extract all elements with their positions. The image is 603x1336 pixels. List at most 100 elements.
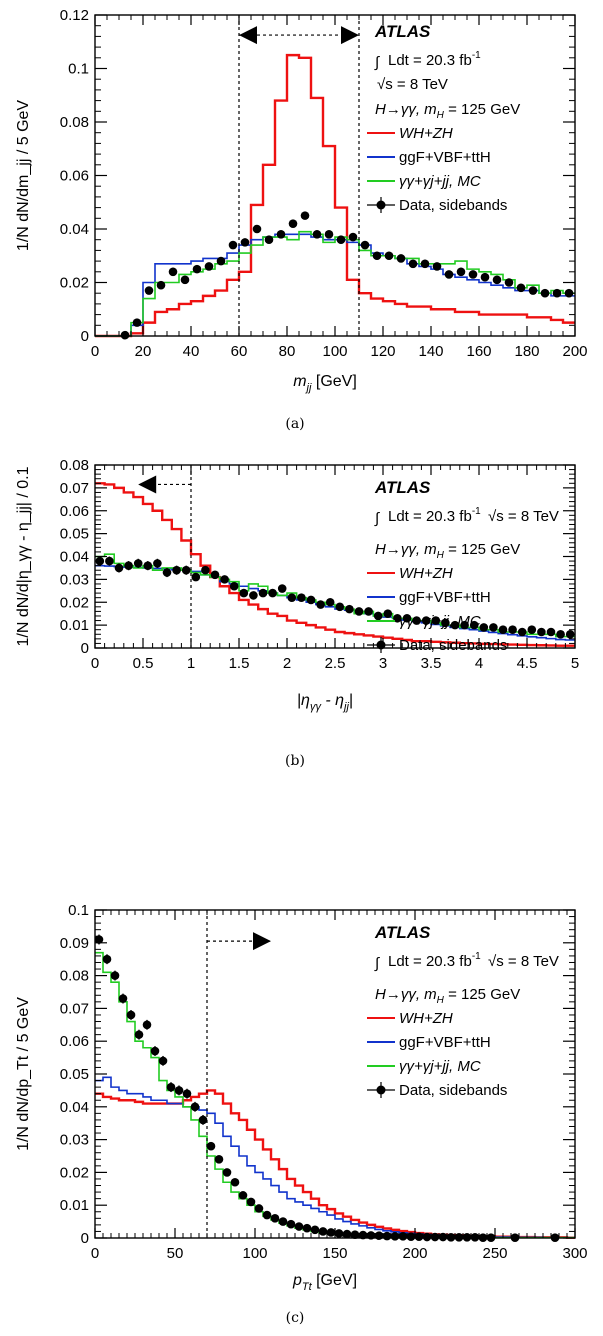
- data-point: [516, 283, 526, 293]
- integral-sign: ∫: [374, 510, 381, 527]
- x-axis-label: |ηγγ - ηjj|: [297, 692, 353, 713]
- data-point: [430, 1232, 440, 1242]
- data-point: [345, 604, 354, 614]
- data-point: [162, 568, 172, 577]
- data-point: [297, 593, 306, 602]
- legend-entry: ggF+VBF+ttH: [399, 149, 491, 166]
- energy-label: √s = 8 TeV: [377, 76, 448, 93]
- data-point: [336, 235, 346, 244]
- x-axis-label-main: m: [293, 373, 306, 390]
- data-point: [406, 1232, 416, 1241]
- data-point: [432, 262, 442, 271]
- y-axis-label: 1/N dN/d|η_γγ - η_jj| / 0.1: [15, 466, 32, 646]
- lumi-label: Ldt = 20.3 fb-1: [388, 951, 481, 970]
- data-point: [144, 286, 154, 295]
- panel-caption: (b): [285, 753, 305, 769]
- y-tick-label: 0.02: [60, 1164, 89, 1181]
- legend-entry: Data, sidebands: [399, 1082, 507, 1099]
- data-point: [276, 230, 286, 239]
- data-point: [166, 1082, 176, 1092]
- hist-wh-zh: [95, 53, 575, 338]
- data-point: [230, 1177, 240, 1187]
- lumi-text: Ldt = 20.3 fb: [388, 508, 472, 525]
- process-label: H→γγ, mH = 125 GeV: [375, 541, 520, 561]
- data-point: [288, 219, 298, 228]
- x-tick-label: 1: [187, 655, 195, 672]
- data-point: [118, 994, 128, 1003]
- data-point: [431, 616, 441, 625]
- y-tick-label: 0.06: [60, 1033, 89, 1050]
- x-tick-label: 160: [466, 343, 491, 360]
- data-point: [254, 1204, 264, 1213]
- x-tick-label: 100: [322, 343, 347, 360]
- data-point: [216, 256, 226, 266]
- lumi-label: Ldt = 20.3 fb-1: [388, 506, 481, 525]
- process-text: H→γγ, m: [375, 541, 437, 558]
- legend-entry: WH+ZH: [399, 1010, 453, 1027]
- x-tick-label: 140: [418, 343, 443, 360]
- data-point: [268, 588, 277, 598]
- data-point: [287, 593, 297, 602]
- chart-panel-c: 0 50 100 150 200 250 300 0 0.01 0.02 0.03 0.04 0.05 0…: [15, 902, 588, 1326]
- data-point: [444, 270, 454, 279]
- data-point: [489, 623, 498, 632]
- process-tail: = 125 GeV: [444, 101, 520, 118]
- data-point: [374, 1231, 384, 1241]
- lumi-label: Ldt = 20.3 fb-1: [388, 50, 481, 69]
- x-tick-label: 60: [231, 343, 248, 360]
- legend-entry: ggF+VBF+ttH: [399, 589, 491, 606]
- x-axis-label-sub: γγ: [310, 701, 323, 713]
- x-tick-label: 4.5: [517, 655, 538, 672]
- process-label: H→γγ, mH = 125 GeV: [375, 986, 520, 1006]
- process-label: H→γγ, mH = 125 GeV: [375, 101, 520, 121]
- y-tick-label: 0.01: [60, 617, 89, 634]
- data-point: [537, 627, 546, 637]
- data-point: [228, 240, 238, 250]
- energy-label: √s = 8 TeV: [488, 508, 559, 525]
- legend-swatch-dot: [376, 1085, 386, 1095]
- data-point: [350, 1230, 360, 1240]
- legend-swatch-dot: [376, 200, 386, 210]
- lumi-text: Ldt = 20.3 fb: [388, 953, 472, 970]
- data-point: [214, 1154, 224, 1164]
- legend-entry: Data, sidebands: [399, 197, 507, 214]
- data-point: [143, 561, 153, 570]
- arrow-head: [239, 26, 257, 45]
- data-point: [210, 570, 220, 580]
- y-tick-label: 0.09: [60, 935, 89, 952]
- x-tick-label: 200: [402, 1245, 427, 1262]
- y-tick-label: 0.08: [60, 114, 89, 131]
- process-sub: H: [437, 550, 445, 561]
- data-point: [249, 591, 258, 600]
- y-tick-label: 0.07: [60, 480, 89, 497]
- data-point: [348, 232, 358, 242]
- energy-text: s = 8 TeV: [496, 508, 559, 525]
- x-tick-label: 120: [370, 343, 395, 360]
- arrow-head: [253, 932, 271, 951]
- data-point: [508, 625, 517, 634]
- data-point: [408, 259, 418, 269]
- hist--j-jj-mc: [95, 230, 575, 337]
- lumi-text: Ldt = 20.3 fb: [388, 52, 472, 69]
- data-point: [294, 1222, 304, 1231]
- data-point: [277, 584, 287, 593]
- x-axis-label: pTt [GeV]: [292, 1272, 357, 1293]
- data-point: [258, 588, 268, 598]
- y-tick-label: 0.1: [68, 61, 89, 78]
- data-point: [102, 954, 112, 964]
- legend-entry: γγ+γj+jj, MC: [399, 173, 481, 190]
- y-tick-label: 0.1: [68, 902, 89, 919]
- energy-text: s = 8 TeV: [496, 953, 559, 970]
- arrow-head: [341, 26, 359, 45]
- data-point: [126, 1010, 136, 1020]
- data-point: [480, 272, 490, 282]
- data-point: [460, 620, 469, 630]
- hist--j-jj-mc: [95, 553, 575, 638]
- data-point: [192, 264, 202, 274]
- data-point: [517, 627, 527, 637]
- integral-sign: ∫: [374, 955, 381, 972]
- data-point: [422, 1232, 432, 1242]
- data-point: [180, 275, 190, 285]
- x-axis-label-sub2: jj: [342, 701, 349, 713]
- atlas-label: ATLAS: [374, 22, 431, 41]
